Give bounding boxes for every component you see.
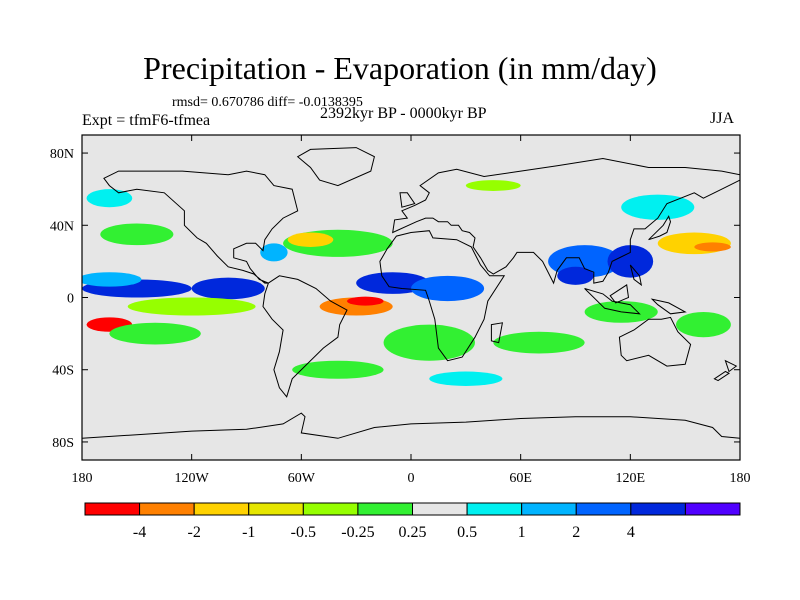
colorbar-swatch	[630, 502, 686, 516]
coast-antarctica	[82, 412, 740, 439]
coast-africa	[379, 230, 506, 362]
y-tick-label: 40S	[52, 364, 74, 379]
colorbar-swatch	[521, 502, 577, 516]
x-tick-label: 120E	[616, 471, 646, 486]
experiment-label: Expt = tfmF6-tfmea	[82, 112, 211, 129]
coast-north-america	[103, 170, 299, 284]
colorbar-swatch	[575, 502, 632, 516]
coast-new-zealand	[713, 359, 738, 382]
data-region-15	[86, 189, 133, 208]
x-tick-label: 0	[408, 471, 415, 486]
y-tick-label: 80S	[52, 436, 74, 451]
y-tick-label: 80N	[50, 147, 74, 162]
data-region-26	[429, 371, 503, 386]
stats-line: rmsd= 0.670786 diff= -0.0138395	[172, 95, 363, 110]
colorbar-swatch	[357, 502, 413, 516]
data-region-13	[260, 243, 288, 262]
coast-australia	[618, 316, 692, 367]
data-region-1	[191, 277, 265, 300]
colorbar-label: 4	[627, 524, 635, 541]
data-region-9	[411, 275, 485, 302]
colorbar: -4 -2 -1 -0.5 -0.25 0.25 0.5 1 2 4	[84, 502, 741, 541]
data-region-27	[676, 311, 731, 338]
data-region-10	[383, 324, 475, 361]
period-label: 2392kyr BP - 0000kyr BP	[320, 105, 487, 122]
colorbar-label: 0.5	[457, 524, 477, 541]
coast-south-america	[262, 275, 348, 398]
data-region-14	[100, 223, 174, 246]
axes: 180 120W 60W 0 60E 120E 180 80N 40N 0 40S 80S	[50, 135, 751, 486]
x-tick-label: 60W	[288, 471, 316, 486]
colorbar-label: 1	[518, 524, 526, 541]
coast-southeast-asia-islands	[584, 264, 687, 315]
x-tick-label: 180	[730, 471, 751, 486]
colorbar-label: -1	[242, 524, 255, 541]
data-region-21	[694, 242, 731, 252]
data-region-16	[465, 180, 521, 191]
colorbar-label: 2	[572, 524, 580, 541]
y-tick-label: 40N	[50, 219, 74, 234]
colorbar-label: -0.25	[341, 524, 374, 541]
coast-eurasia	[392, 157, 740, 285]
coast-greenland	[296, 147, 375, 187]
coastlines	[82, 147, 740, 439]
data-regions	[82, 180, 731, 386]
data-region-24	[493, 331, 585, 354]
data-region-2	[82, 272, 142, 287]
data-region-7	[347, 296, 384, 306]
data-region-25	[292, 360, 384, 379]
data-region-3	[127, 297, 256, 316]
data-region-19	[607, 245, 654, 278]
colorbar-swatch	[466, 502, 523, 516]
map-background	[82, 135, 740, 460]
x-tick-label: 60E	[509, 471, 532, 486]
season-label: JJA	[710, 110, 735, 127]
colorbar-label: -0.5	[291, 524, 316, 541]
coast-uk	[399, 192, 416, 208]
coast-japan	[648, 215, 672, 241]
colorbar-swatch	[302, 502, 359, 516]
data-region-18	[557, 266, 594, 285]
colorbar-swatch	[684, 502, 741, 516]
y-tick-label: 0	[67, 292, 74, 307]
data-region-5	[109, 322, 201, 345]
colorbar-label: -4	[133, 524, 146, 541]
x-tick-label: 120W	[175, 471, 210, 486]
data-region-12	[287, 232, 334, 247]
data-region-22	[621, 194, 695, 220]
coast-madagascar	[490, 322, 504, 344]
x-tick-label: 180	[72, 471, 93, 486]
chart-title: Precipitation - Evaporation (in mm/day)	[143, 50, 657, 86]
colorbar-label: -2	[188, 524, 201, 541]
colorbar-swatch	[193, 502, 250, 516]
colorbar-swatch	[412, 502, 468, 516]
colorbar-swatch	[248, 502, 304, 516]
colorbar-label: 0.25	[399, 524, 427, 541]
colorbar-swatch	[84, 502, 141, 516]
colorbar-swatch	[139, 502, 195, 516]
